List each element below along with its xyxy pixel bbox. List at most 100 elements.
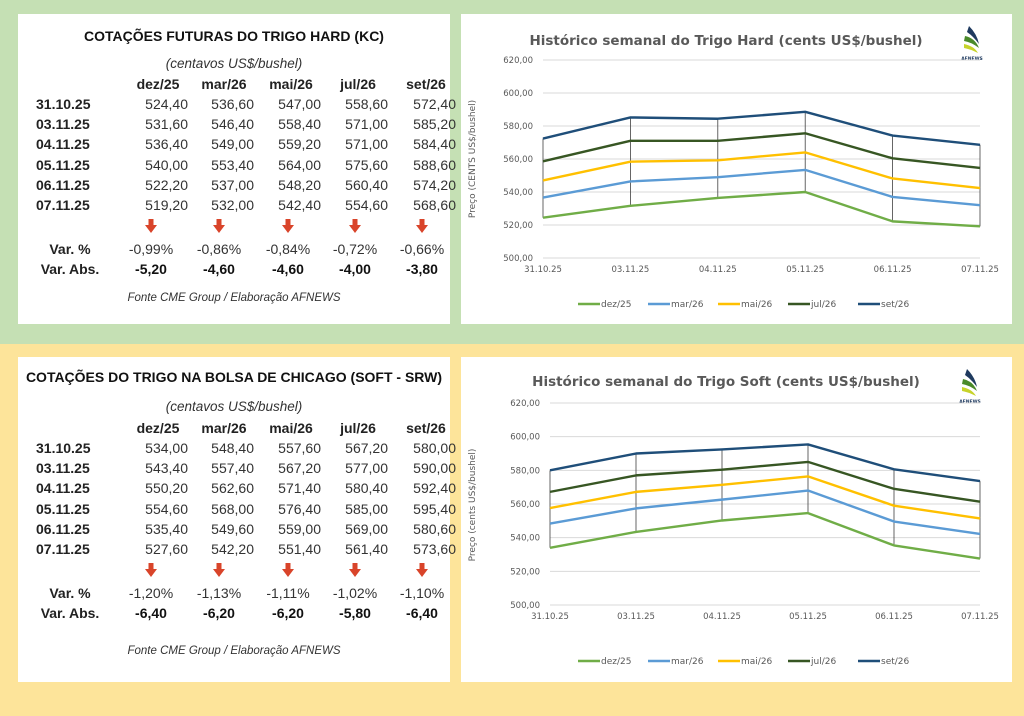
variation-percent-cell: -0,66% <box>399 241 445 257</box>
price-cell: 537,00 <box>211 177 254 193</box>
price-cell: 553,40 <box>211 157 254 173</box>
row-date: 31.10.25 <box>36 440 91 456</box>
variation-absolute-cell: -6,20 <box>272 605 304 621</box>
y-tick-label: 520,00 <box>510 567 540 577</box>
table-header-row: dez/25 mar/26 mai/26 jul/26 set/26 <box>18 76 450 96</box>
column-header: mar/26 <box>201 420 247 436</box>
table-row: 05.11.25 540,00 553,40 564,00 575,60 588,60 <box>18 157 456 177</box>
trend-arrow-row <box>18 219 450 239</box>
price-cell: 536,40 <box>145 136 188 152</box>
price-cell: 549,00 <box>211 136 254 152</box>
price-cell: 543,40 <box>145 460 188 476</box>
y-tick-label: 580,00 <box>503 122 533 132</box>
table-source: Fonte CME Group / Elaboração AFNEWS <box>127 292 341 304</box>
column-header: jul/26 <box>340 76 376 92</box>
y-tick-label: 580,00 <box>510 466 540 476</box>
price-cell: 550,20 <box>145 480 188 496</box>
legend-label: mar/26 <box>671 300 704 310</box>
column-header: dez/25 <box>136 420 180 436</box>
soft-wheat-line-chart: Histórico semanal do Trigo Soft (cents U… <box>468 369 999 667</box>
hard-wheat-chart-panel: Histórico semanal do Trigo Hard (cents U… <box>461 14 1012 324</box>
x-tick-label: 03.11.25 <box>611 265 649 275</box>
variation-absolute-cell: -6,40 <box>135 605 167 621</box>
soft-wheat-table-panel: COTAÇÕES DO TRIGO NA BOLSA DE CHICAGO (S… <box>18 357 456 682</box>
row-date: 04.11.25 <box>36 480 90 496</box>
price-cell: 548,20 <box>278 177 321 193</box>
price-cell: 561,40 <box>345 541 388 557</box>
column-header: dez/25 <box>136 76 180 92</box>
table-row: 31.10.25 524,40 536,60 547,00 558,60 572,40 <box>18 96 456 116</box>
x-tick-label: 07.11.25 <box>961 612 999 622</box>
row-date: 04.11.25 <box>36 136 90 152</box>
y-tick-label: 500,00 <box>503 254 533 264</box>
series-line-jul-26 <box>542 132 981 170</box>
price-cell: 531,60 <box>145 116 188 132</box>
column-header: set/26 <box>406 76 446 92</box>
x-tick-label: 31.10.25 <box>531 612 569 622</box>
variation-absolute-cell: -6,20 <box>203 605 235 621</box>
price-cell: 558,60 <box>345 96 388 112</box>
x-tick-label: 05.11.25 <box>786 265 824 275</box>
variation-percent-cell: -0,86% <box>196 241 242 257</box>
y-tick-label: 620,00 <box>503 56 533 66</box>
arrow-down-icon <box>186 219 252 236</box>
arrow-down-icon <box>118 219 184 236</box>
price-cell: 542,40 <box>278 197 321 213</box>
variation-absolute-cell: -4,60 <box>272 261 304 277</box>
legend-item: set/26 <box>858 657 910 667</box>
trend-arrow-row <box>18 563 450 583</box>
row-label: Var. % <box>49 585 91 601</box>
arrow-down-icon <box>322 219 388 236</box>
logo-leaf-navy <box>967 26 979 44</box>
y-axis-label: Preço (CENTS US$/bushel) <box>468 100 478 218</box>
price-cell: 540,00 <box>145 157 188 173</box>
price-cell: 572,40 <box>413 96 456 112</box>
arrow-down-icon <box>389 563 455 580</box>
price-cell: 592,40 <box>413 480 456 496</box>
arrow-down-icon <box>389 219 455 236</box>
variation-absolute-cell: -4,00 <box>339 261 371 277</box>
price-cell: 568,00 <box>211 501 254 517</box>
price-cell: 535,40 <box>145 521 188 537</box>
y-tick-label: 620,00 <box>510 399 540 409</box>
price-cell: 560,40 <box>345 177 388 193</box>
series-line-mai-26 <box>542 151 981 190</box>
y-axis-label: Preço (cents US$/bushel) <box>468 449 478 562</box>
legend-label: dez/25 <box>601 300 631 310</box>
series-line-dez-25 <box>542 190 981 228</box>
table-row: 31.10.25 534,00 548,40 557,60 567,20 580,00 <box>18 440 456 460</box>
table-row: 07.11.25 519,20 532,00 542,40 554,60 568,60 <box>18 197 456 217</box>
legend-item: jul/26 <box>788 300 836 310</box>
price-cell: 590,00 <box>413 460 456 476</box>
price-cell: 564,00 <box>278 157 321 173</box>
arrow-down-icon <box>255 219 321 236</box>
price-cell: 574,20 <box>413 177 456 193</box>
price-cell: 577,00 <box>345 460 388 476</box>
price-cell: 595,40 <box>413 501 456 517</box>
series-line-jul-26 <box>549 460 981 503</box>
price-cell: 580,60 <box>413 521 456 537</box>
y-tick-label: 600,00 <box>510 433 540 443</box>
price-cell: 571,00 <box>345 116 388 132</box>
series-line-mar-26 <box>549 489 981 536</box>
legend-item: dez/25 <box>578 300 631 310</box>
price-cell: 585,00 <box>345 501 388 517</box>
x-tick-label: 04.11.25 <box>699 265 737 275</box>
table-source: Fonte CME Group / Elaboração AFNEWS <box>127 645 341 657</box>
column-header: mai/26 <box>269 76 313 92</box>
table-title: COTAÇÕES DO TRIGO NA BOLSA DE CHICAGO (S… <box>25 369 443 385</box>
legend-item: mar/26 <box>648 300 704 310</box>
legend-item: dez/25 <box>578 657 631 667</box>
legend-item: set/26 <box>858 300 910 310</box>
y-tick-label: 560,00 <box>503 155 533 165</box>
x-tick-label: 06.11.25 <box>875 612 913 622</box>
legend-label: jul/26 <box>810 300 836 310</box>
legend-label: set/26 <box>881 300 910 310</box>
price-cell: 549,60 <box>211 521 254 537</box>
row-label: Var. Abs. <box>40 605 100 621</box>
price-cell: 554,60 <box>345 197 388 213</box>
arrow-down-icon <box>118 563 184 580</box>
column-header: jul/26 <box>340 420 376 436</box>
price-cell: 576,40 <box>278 501 321 517</box>
table-row: 06.11.25 522,20 537,00 548,20 560,40 574,20 <box>18 177 456 197</box>
